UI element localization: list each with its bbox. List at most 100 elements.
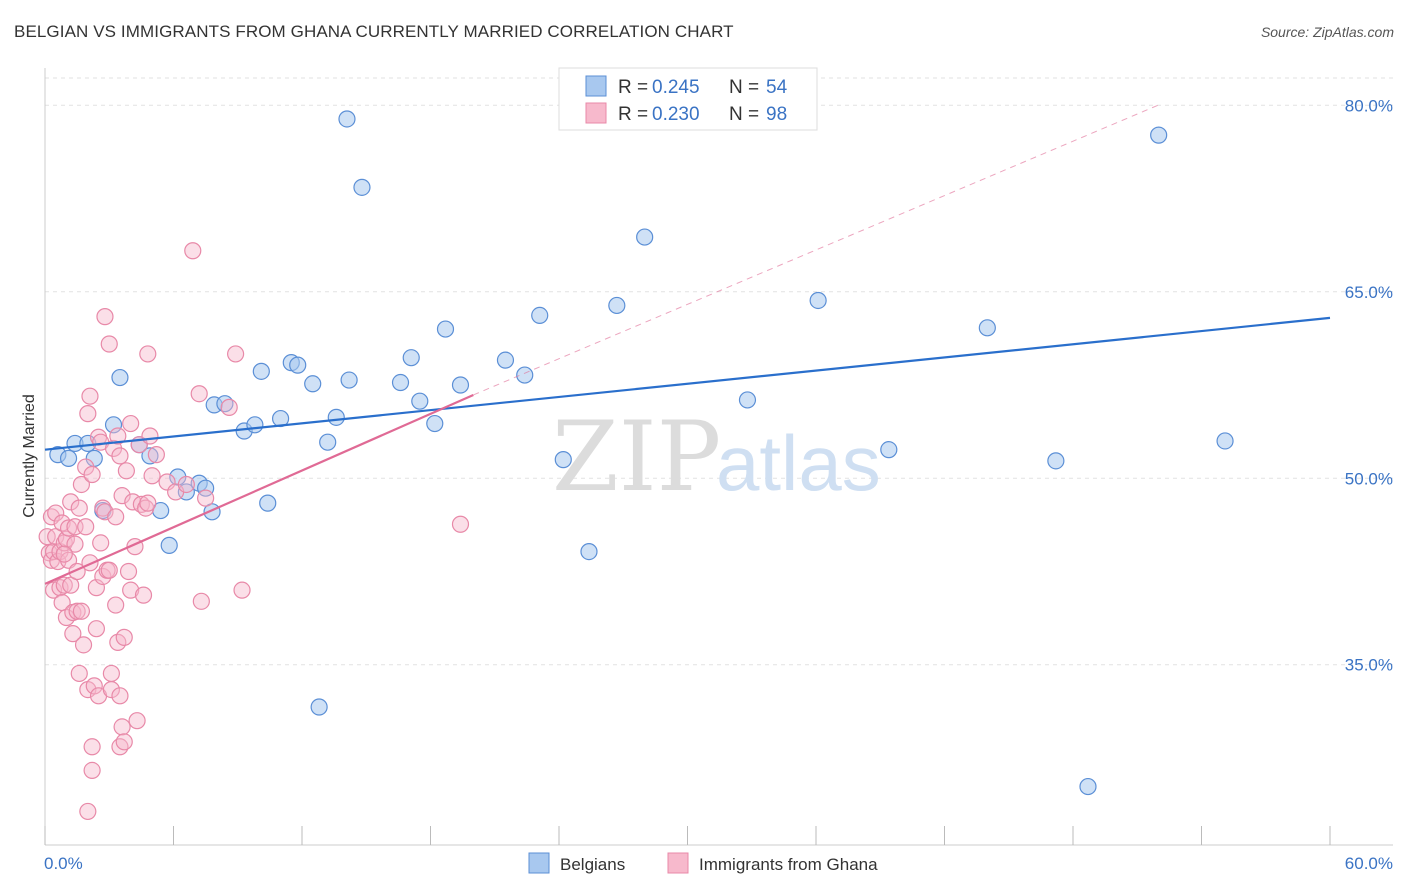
belgians-point-30 [338,110,356,128]
x-tick-label-min: 0.0% [44,854,83,873]
legend-swatch-belgians [585,75,607,97]
ghana-trend-line [44,393,474,585]
belgians-point-47 [809,291,827,310]
ghana-point-69 [115,733,133,751]
belgians-point-9 [141,447,159,465]
watermark-zip: ZIP [552,401,721,513]
belgians-point-32 [353,178,371,196]
belgians-point-33 [391,373,410,392]
legend-r-label-ghana: R = [618,104,648,125]
ghana-point-52 [96,503,114,521]
ghana-point-40 [83,738,101,756]
belgians-point-48 [880,441,898,459]
belgians-point-42 [554,451,572,469]
trend-lines [44,103,1331,585]
ghana-point-51 [96,308,114,326]
belgians-point-11 [160,536,178,554]
grid-lines [45,77,1393,666]
belgians-point-21 [252,362,270,380]
ghana-point-44 [87,620,106,638]
x-tick-label-max: 60.0% [1345,854,1393,873]
belgians-point-49 [978,319,996,337]
axes [44,68,1393,846]
watermark-atlas: atlas [716,419,881,507]
y-tick-label-35: 35.0% [1345,656,1393,675]
belgians-point-10 [152,501,170,520]
legend-n-value-ghana: 98 [766,104,787,125]
legend-n-label-belgians: N = [729,77,759,98]
x-ticks [44,826,1331,845]
belgians-point-15 [197,479,215,497]
belgians-point-43 [580,543,598,561]
ghana-point-79 [134,586,153,604]
ghana-point-84 [143,467,161,485]
ghana-point-28 [70,499,88,517]
belgians-point-22 [259,494,277,512]
ghana-point-70 [117,462,135,480]
belgians-point-26 [304,375,322,393]
ghana-point-34 [79,802,97,821]
ghana-point-92 [197,489,215,507]
ghana-point-68 [115,628,133,646]
belgians-point-6 [104,416,123,434]
ghana-point-90 [190,385,208,403]
y-tick-labels: 35.0% 50.0% 65.0% 80.0% [1345,96,1393,674]
ghana-point-67 [113,718,131,736]
ghana-point-41 [83,465,101,484]
ghana-point-33 [77,518,95,536]
belgians-point-52 [1150,126,1168,144]
legend-r-label-belgians: R = [618,77,648,98]
legend-r-value-belgians: 0.245 [652,77,700,98]
belgians-point-53 [1216,432,1234,450]
ghana-point-36 [79,405,97,423]
belgians-point-31 [340,371,358,389]
ghana-point-95 [233,581,251,599]
belgians-point-44 [608,296,626,315]
ghana-point-71 [119,562,138,581]
ghana-point-21 [64,625,82,643]
ghana-point-85 [147,446,165,464]
watermark: ZIP atlas [552,401,881,513]
belgians-point-37 [436,320,455,338]
ghana-point-39 [83,761,101,780]
belgians-point-28 [319,433,337,451]
ghana-point-29 [72,475,91,494]
ghana-point-82 [139,494,157,512]
belgians-point-38 [451,376,470,394]
belgians-point-34 [402,349,420,367]
ghana-point-23 [66,535,84,553]
y-tick-label-65: 65.0% [1345,283,1393,302]
ghana-point-47 [92,534,110,552]
belgians-point-29 [327,408,345,426]
ghana-point-27 [70,664,88,683]
legend-n-value-belgians: 54 [766,77,788,98]
belgians-point-1 [59,449,78,467]
ghana-point-94 [227,345,245,363]
ghana-point-97 [55,545,73,563]
belgians-point-27 [310,698,328,716]
ghana-points [38,242,470,821]
ghana-point-55 [100,335,118,353]
ghana-point-30 [72,602,91,620]
ghana-point-56 [102,664,120,683]
belgians-point-35 [411,392,429,410]
ghana-point-18 [59,519,78,537]
belgians-point-51 [1079,777,1097,796]
chart-title: BELGIAN VS IMMIGRANTS FROM GHANA CURRENT… [14,22,734,41]
source-label: Source: ZipAtlas.com [1260,24,1394,40]
bottom-legend-swatch-belgians [528,852,550,874]
ghana-point-31 [74,636,93,654]
ghana-point-89 [184,242,202,260]
belgians-point-50 [1047,452,1065,470]
ghana-point-66 [113,487,131,505]
ghana-point-59 [107,596,125,614]
belgians-point-25 [289,356,307,374]
ghana-point-25 [68,602,86,620]
ghana-point-57 [102,680,120,699]
belgians-point-39 [496,351,515,369]
ghana-point-54 [100,561,118,579]
ghana-point-83 [141,427,159,445]
ghana-point-91 [192,592,210,610]
legend-n-label-ghana: N = [729,104,759,125]
